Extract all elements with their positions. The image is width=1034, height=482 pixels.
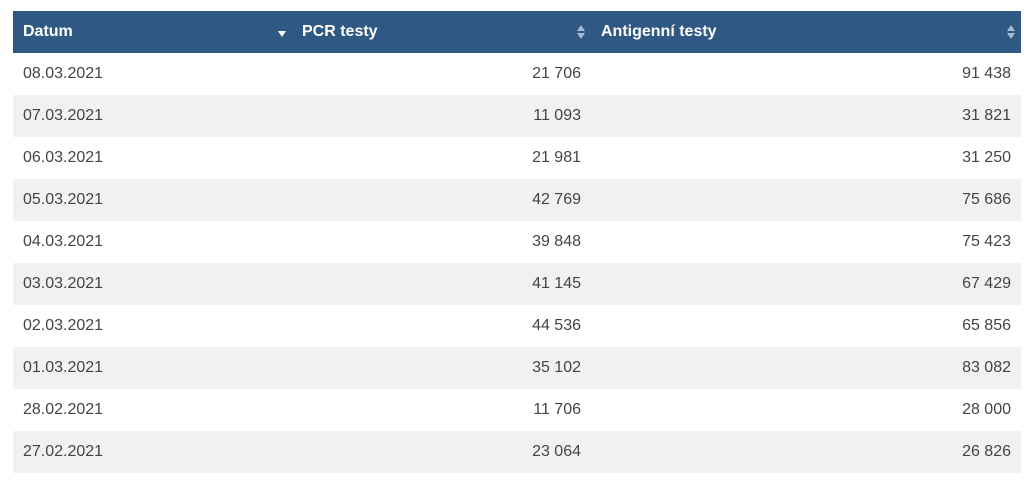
cell-date: 28.02.2021 <box>23 401 104 418</box>
cell-antigen: 75 686 <box>962 191 1011 208</box>
cell-pcr: 39 848 <box>532 233 581 250</box>
column-header-antigen[interactable]: Antigenní testy <box>591 11 1021 53</box>
cell-antigen: 28 000 <box>962 401 1011 418</box>
column-header-pcr-label: PCR testy <box>302 23 378 40</box>
cell-antigen: 26 826 <box>962 443 1011 460</box>
cell-pcr: 41 145 <box>532 275 581 292</box>
cell-pcr: 35 102 <box>532 359 581 376</box>
cell-pcr: 11 706 <box>533 401 581 418</box>
cell-antigen: 31 250 <box>962 149 1011 166</box>
sort-both-icon <box>1007 24 1017 40</box>
tests-table-container: Datum PCR testy Antigenní testy 08.03.20… <box>13 11 1021 473</box>
column-header-date-label: Datum <box>23 23 73 40</box>
cell-antigen: 67 429 <box>962 275 1011 292</box>
cell-date: 27.02.2021 <box>23 443 104 460</box>
cell-antigen: 31 821 <box>962 107 1011 124</box>
cell-date: 03.03.2021 <box>23 275 104 292</box>
cell-pcr: 21 981 <box>532 149 581 166</box>
cell-date: 07.03.2021 <box>23 107 104 124</box>
cell-date: 05.03.2021 <box>23 191 104 208</box>
table-row: 04.03.2021 39 848 75 423 <box>13 221 1021 263</box>
cell-date: 06.03.2021 <box>23 149 104 166</box>
table-row: 06.03.2021 21 981 31 250 <box>13 137 1021 179</box>
table-row: 05.03.2021 42 769 75 686 <box>13 179 1021 221</box>
table-row: 28.02.2021 11 706 28 000 <box>13 389 1021 431</box>
sort-both-icon <box>577 24 587 40</box>
cell-pcr: 44 536 <box>532 317 581 334</box>
table-row: 27.02.2021 23 064 26 826 <box>13 431 1021 473</box>
table-row: 01.03.2021 35 102 83 082 <box>13 347 1021 389</box>
cell-date: 04.03.2021 <box>23 233 104 250</box>
column-header-date[interactable]: Datum <box>13 11 292 53</box>
cell-antigen: 65 856 <box>962 317 1011 334</box>
cell-pcr: 42 769 <box>532 191 581 208</box>
cell-pcr: 23 064 <box>532 443 581 460</box>
cell-pcr: 11 093 <box>533 107 581 124</box>
table-header: Datum PCR testy Antigenní testy <box>13 11 1021 53</box>
column-header-antigen-label: Antigenní testy <box>601 23 717 40</box>
cell-date: 02.03.2021 <box>23 317 104 334</box>
cell-pcr: 21 706 <box>532 65 581 82</box>
table-row: 03.03.2021 41 145 67 429 <box>13 263 1021 305</box>
sort-desc-icon <box>278 24 288 40</box>
column-header-pcr[interactable]: PCR testy <box>292 11 591 53</box>
table-row: 07.03.2021 11 093 31 821 <box>13 95 1021 137</box>
cell-date: 01.03.2021 <box>23 359 104 376</box>
cell-antigen: 75 423 <box>962 233 1011 250</box>
cell-date: 08.03.2021 <box>23 65 104 82</box>
cell-antigen: 91 438 <box>962 65 1011 82</box>
header-row: Datum PCR testy Antigenní testy <box>13 11 1021 53</box>
tests-table: Datum PCR testy Antigenní testy 08.03.20… <box>13 11 1021 473</box>
table-row: 02.03.2021 44 536 65 856 <box>13 305 1021 347</box>
cell-antigen: 83 082 <box>962 359 1011 376</box>
table-row: 08.03.2021 21 706 91 438 <box>13 53 1021 95</box>
table-body: 08.03.2021 21 706 91 438 07.03.2021 11 0… <box>13 53 1021 473</box>
